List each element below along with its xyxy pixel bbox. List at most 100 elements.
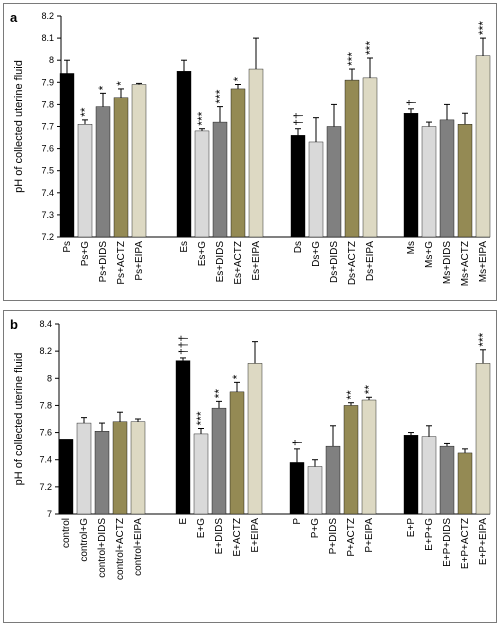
bar (421, 436, 437, 515)
significance-label: * (231, 77, 245, 82)
panel-label: a (10, 10, 18, 25)
bar (475, 55, 491, 238)
significance-label: ** (362, 385, 376, 395)
y-tick-label: 7.2 (41, 232, 54, 242)
x-tick-label: E+P (406, 518, 417, 538)
y-tick-label: 8.2 (41, 11, 54, 21)
bar (457, 124, 473, 238)
x-tick-label: control+DIDS (97, 518, 108, 578)
x-tick-label: Ms (406, 241, 417, 254)
x-tick-label: E+P+G (424, 518, 435, 551)
x-tick-label: Ps+G (80, 241, 91, 267)
significance-label: *** (476, 21, 490, 35)
y-tick-label: 7.6 (41, 144, 54, 154)
x-tick-label: E+ACTZ (232, 518, 243, 557)
x-tick-label: P (292, 518, 303, 525)
x-tick-label: control+ACTZ (115, 518, 126, 580)
y-tick-label: 8.2 (39, 346, 52, 356)
y-tick-label: 7.8 (39, 400, 52, 410)
bar-chart-a: pH of collected uterine fluid 7.2 7.3 7.4 7.… (13, 11, 491, 286)
bar (59, 73, 75, 238)
x-tick-label: Ds (293, 241, 304, 253)
bar (403, 113, 419, 238)
significance-label: *** (363, 41, 377, 55)
chart-panel-a: a pH of collected uterine fluid 7.2 7.3 7.4… (3, 3, 497, 301)
chart-panel-b: b pH of collected uterine fluid 7 7.2 7.4 7.… (3, 310, 497, 623)
x-tick-label: E (178, 518, 189, 525)
x-tick-label: E+DIDS (214, 518, 225, 555)
bar (175, 360, 191, 515)
x-tick-label: P+DIDS (328, 518, 339, 555)
bar (289, 462, 305, 515)
bar (176, 71, 192, 238)
x-tick-label: Es+ACTZ (233, 241, 244, 285)
bar (439, 119, 455, 238)
y-axis-label: pH of collected uterine fluid (13, 60, 25, 193)
x-tick-label: control+EIPA (133, 518, 144, 576)
y-tick-label: 7.4 (39, 455, 52, 465)
x-tick-label: control+G (79, 518, 90, 562)
x-tick-label: Ps+EIPA (134, 241, 145, 281)
bar (421, 126, 437, 238)
bar (131, 84, 147, 238)
significance-label: ** (78, 107, 92, 117)
y-tick-label: 8 (49, 55, 54, 65)
bar (95, 106, 111, 238)
x-tick-label: Ps+DIDS (98, 241, 109, 283)
bar (343, 405, 359, 515)
x-tick-label: Ps+ACTZ (116, 241, 127, 285)
x-tick-label: P+G (310, 518, 321, 539)
significance-label: *** (476, 332, 490, 346)
y-axis-label: pH of collected uterine fluid (13, 353, 25, 486)
y-tick-label: 7.9 (41, 77, 54, 87)
x-tick-label: E+EIPA (250, 518, 261, 553)
x-tick-label: P+ACTZ (346, 518, 357, 557)
significance-label: † (404, 99, 418, 106)
significance-label: * (230, 374, 244, 379)
bar (307, 466, 323, 515)
significance-label: †† (291, 112, 305, 125)
x-tick-label: E+P+ACTZ (460, 518, 471, 569)
significance-label: *** (213, 89, 227, 103)
y-tick-label: 7.5 (41, 166, 54, 176)
bar (344, 79, 360, 238)
bar-chart-b: pH of collected uterine fluid 7 7.2 7.4 7.6 7… (13, 319, 491, 580)
x-tick-label: Ms+DIDS (442, 241, 453, 284)
x-tick-label: Es (179, 241, 190, 253)
bar (247, 363, 263, 515)
x-tick-label: Es+DIDS (215, 241, 226, 283)
x-tick-label: P+EIPA (364, 518, 375, 553)
x-tick-label: Ps (62, 241, 73, 253)
significance-label: ** (344, 390, 358, 400)
x-tick-label: Ds+ACTZ (347, 241, 358, 285)
bar (112, 421, 128, 515)
significance-label: ††† (176, 335, 190, 355)
bar (77, 124, 93, 238)
x-tick-label: E+P+EIPA (478, 518, 489, 565)
y-tick-label: 7.6 (39, 428, 52, 438)
y-tick-label: 7.4 (41, 188, 54, 198)
y-tick-label: 8.4 (39, 319, 52, 329)
x-tick-label: Ms+G (424, 241, 435, 268)
bar (403, 435, 419, 515)
significance-label: * (114, 81, 128, 86)
significance-label: *** (194, 411, 208, 425)
bar (475, 363, 491, 515)
bar (325, 445, 341, 515)
x-tick-label: Ds+EIPA (365, 241, 376, 281)
y-tick-label: 7 (47, 509, 52, 519)
x-tick-label: Ds+DIDS (329, 241, 340, 283)
bar (211, 407, 227, 515)
x-tick-label: Es+EIPA (251, 241, 262, 281)
panel-label: b (10, 317, 18, 332)
x-tick-label: Ms+ACTZ (460, 241, 471, 286)
bar (361, 399, 377, 515)
significance-label: † (290, 439, 304, 446)
bar (439, 445, 455, 515)
bar (308, 141, 324, 238)
bar (76, 422, 92, 515)
x-tick-label: Es+G (197, 241, 208, 267)
x-tick-label: control (61, 518, 72, 548)
bar (248, 68, 264, 238)
bar (229, 391, 245, 515)
